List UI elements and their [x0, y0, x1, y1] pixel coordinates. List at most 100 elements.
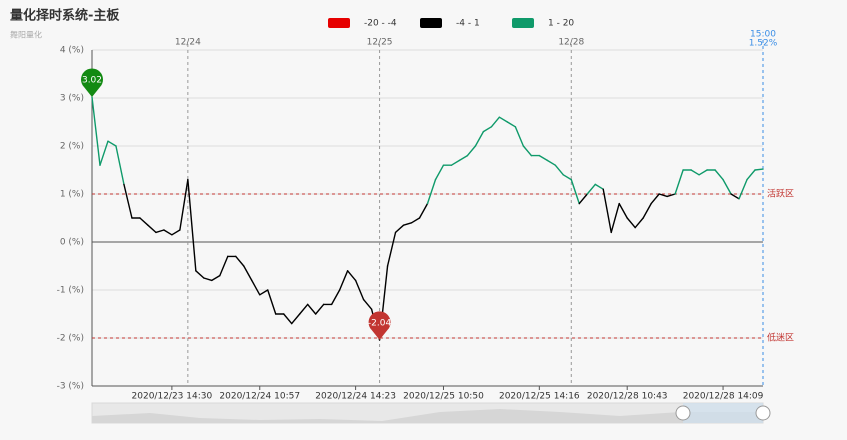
line-segment: [402, 222, 413, 226]
y-tick-label: 2 (%): [60, 142, 84, 152]
line-segment: [330, 289, 341, 306]
line-segment: [642, 202, 652, 219]
end-value: 1.52%: [749, 39, 778, 49]
legend-swatch: [328, 18, 350, 28]
line-segment: [562, 174, 572, 181]
line-segment: [346, 270, 357, 282]
legend-label: 1 - 20: [548, 19, 574, 29]
mark-line-label: 活跃区: [767, 188, 794, 200]
data-zoom[interactable]: [91, 402, 771, 424]
zoom-handle[interactable]: [675, 405, 691, 421]
line-segment: [714, 169, 724, 181]
legend-swatch: [420, 18, 442, 28]
day-label: 12/25: [367, 38, 393, 48]
line-segment: [602, 188, 612, 234]
legend-swatch: [512, 18, 534, 28]
line-segment: [426, 178, 437, 205]
line-segment: [698, 169, 708, 176]
x-tick-label: 2020/12/28 14:09: [683, 392, 764, 402]
line-segment: [338, 270, 349, 291]
line-segment: [203, 277, 213, 282]
line-segment: [634, 217, 644, 229]
line-segment: [722, 178, 732, 195]
y-tick-label: 0 (%): [60, 238, 84, 248]
line-segment: [211, 274, 221, 282]
line-segment: [490, 116, 501, 128]
line-segment: [362, 298, 373, 310]
line-segment: [546, 159, 557, 166]
line-segment: [107, 140, 117, 147]
x-tick-label: 2020/12/24 10:57: [219, 392, 300, 402]
y-tick-label: 4 (%): [60, 46, 84, 56]
line-segment: [738, 178, 748, 200]
line-segment: [179, 178, 189, 231]
line-segment: [506, 121, 517, 128]
line-segment: [410, 217, 421, 224]
line-segment: [586, 183, 596, 195]
line-segment: [650, 193, 660, 205]
x-tick-label: 2020/12/24 14:23: [315, 392, 396, 402]
line-segment: [243, 265, 253, 282]
mark-line-label: 低迷区: [767, 332, 794, 344]
line-segment: [674, 169, 684, 195]
chart-subtitle: 舞阳量化: [10, 30, 42, 40]
x-tick-label: 2020/12/25 10:50: [403, 392, 484, 402]
mark-pin: [368, 311, 391, 340]
line-segment: [730, 193, 740, 200]
line-segment: [91, 96, 101, 166]
zoom-window[interactable]: [683, 403, 763, 423]
line-segment: [306, 303, 317, 315]
line-segment: [115, 145, 125, 186]
line-segment: [466, 145, 477, 157]
zoom-preview: [92, 409, 763, 423]
day-label: 12/24: [175, 38, 201, 48]
line-segment: [498, 116, 509, 123]
mark-pin: [80, 68, 103, 98]
line-segment: [251, 279, 261, 296]
line-segment: [658, 193, 668, 198]
line-segment: [139, 217, 149, 226]
line-segment: [690, 169, 700, 176]
line-segment: [283, 313, 293, 325]
y-tick-label: 1 (%): [60, 190, 84, 200]
line-segment: [99, 140, 109, 166]
line-segment: [594, 183, 604, 190]
line-segment: [474, 130, 485, 147]
line-segment: [746, 169, 756, 181]
line-segment: [610, 202, 620, 234]
mark-pin-label: -2.04: [368, 318, 392, 328]
line-segment: [259, 289, 269, 296]
line-segment: [123, 183, 133, 219]
line-segment: [570, 178, 580, 205]
day-label: 12/28: [558, 38, 584, 48]
line-segment: [147, 224, 157, 234]
line-segment: [235, 255, 245, 267]
line-segment: [522, 145, 533, 157]
line-segment: [291, 313, 301, 325]
line-segment: [267, 289, 277, 315]
line-segment: [155, 229, 165, 234]
y-tick-label: -1 (%): [57, 286, 84, 296]
line-segment: [626, 217, 636, 229]
line-segment: [187, 178, 197, 272]
line-segment: [554, 164, 564, 176]
line-segment: [578, 193, 588, 205]
line-segment: [386, 231, 397, 267]
x-tick-label: 2020/12/23 14:30: [132, 392, 213, 402]
line-segment: [754, 168, 764, 171]
zoom-handle[interactable]: [755, 405, 771, 421]
line-segment: [482, 126, 493, 133]
line-segment: [450, 159, 461, 166]
y-tick-label: -3 (%): [57, 382, 84, 392]
chart-title: 量化择时系统-主板: [10, 8, 120, 24]
line-segment: [171, 229, 181, 236]
line-segment: [418, 202, 429, 219]
line-segment: [618, 202, 628, 219]
legend-label: -4 - 1: [456, 19, 480, 29]
mark-pin-label: 3.02: [82, 76, 102, 86]
line-segment: [666, 193, 676, 198]
line-segment: [195, 270, 205, 279]
line-segment: [298, 303, 309, 315]
